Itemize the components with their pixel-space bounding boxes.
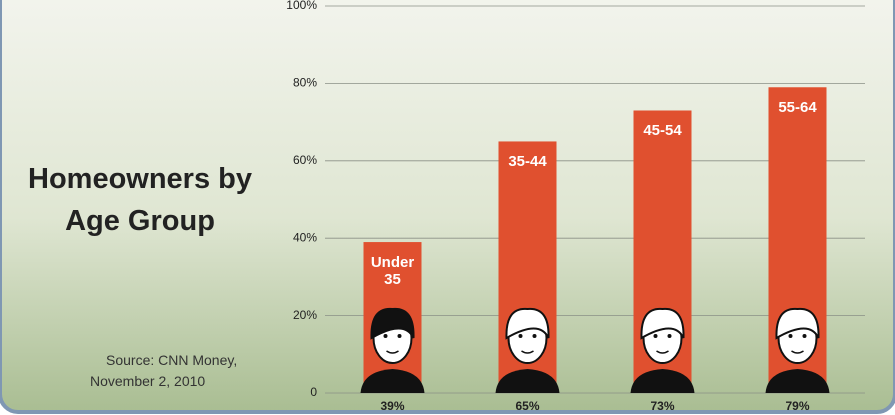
value-label: 65% xyxy=(515,399,539,413)
face-eye xyxy=(654,334,658,338)
y-tick-label: 20% xyxy=(293,308,317,322)
chart-title: Homeowners by Age Group xyxy=(20,158,260,242)
face-eye xyxy=(803,334,807,338)
y-tick-label: 0 xyxy=(310,385,317,399)
value-label: 79% xyxy=(785,399,809,413)
y-tick-label: 40% xyxy=(293,230,317,244)
face-eye xyxy=(789,334,793,338)
y-tick-label: 100% xyxy=(286,0,317,12)
value-label: 39% xyxy=(380,399,404,413)
source-note: Source: CNN Money, November 2, 2010 xyxy=(20,350,250,392)
face-eye xyxy=(384,334,388,338)
y-tick-label: 60% xyxy=(293,153,317,167)
face-eye xyxy=(668,334,672,338)
face-eye xyxy=(519,334,523,338)
category-label: 55-64 xyxy=(773,99,823,116)
page: 0 20% 40% 60% 80% 100% 39% 65% 73% 79% Homeowners… xyxy=(0,0,895,415)
value-label: 73% xyxy=(650,399,674,413)
category-label: Under 35 xyxy=(368,254,418,288)
face-eye xyxy=(533,334,537,338)
category-label: 35-44 xyxy=(503,153,553,170)
y-tick-label: 80% xyxy=(293,76,317,90)
face-eye xyxy=(398,334,402,338)
category-label: 45-54 xyxy=(638,122,688,139)
